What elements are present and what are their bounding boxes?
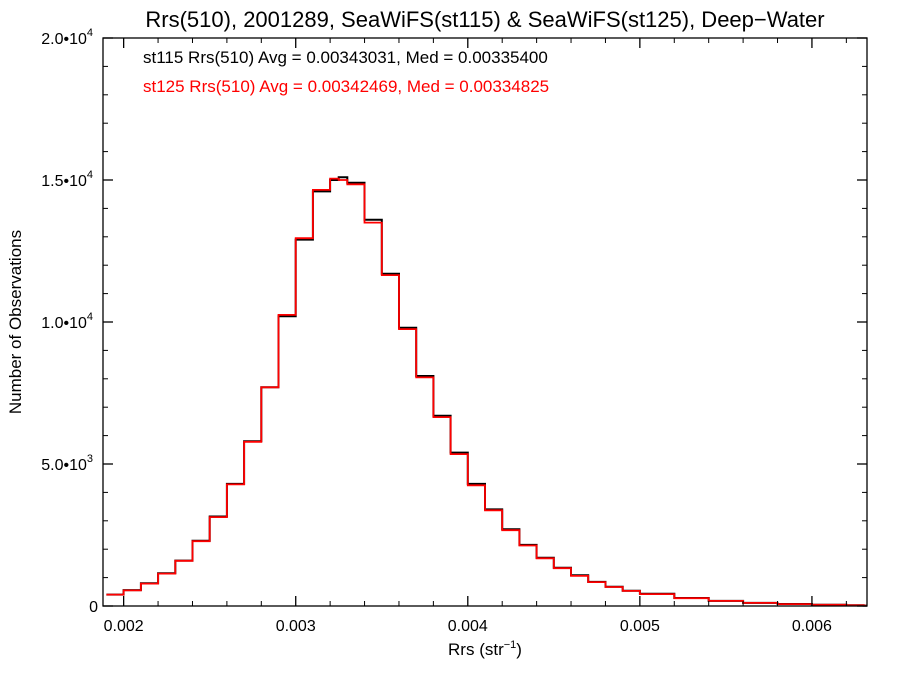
x-tick-label: 0.003 [276,618,316,635]
y-axis-label: Number of Observations [6,230,25,414]
plot-frame [102,37,868,607]
x-tick-label: 0.002 [104,618,144,635]
y-tick-label: 5.0•103 [41,453,93,474]
y-tick-label: 1.5•104 [41,169,93,190]
x-axis-label: Rrs (str−1) [448,639,522,659]
series-line-st125 [106,177,867,607]
x-tick-label: 0.006 [792,618,832,635]
y-tick-label: 2.0•104 [41,27,93,48]
ticks-layer: 0.002 0.003 0.004 0.005 0.006 0 5.0•103 1.0•104… [41,27,867,635]
legend-annotation-st125: st125 Rrs(510) Avg = 0.00342469, Med = 0… [143,77,549,96]
legend-annotation-st115: st115 Rrs(510) Avg = 0.00343031, Med = 0… [143,48,548,67]
series-line-st115 [106,176,867,607]
x-tick-label: 0.004 [448,618,488,635]
chart-title: Rrs(510), 2001289, SeaWiFS(st115) & SeaW… [145,7,824,32]
series-layer [106,176,867,607]
x-tick-label: 0.005 [620,618,660,635]
y-tick-label: 1.0•104 [41,311,93,332]
y-tick-label: 0 [89,599,98,616]
